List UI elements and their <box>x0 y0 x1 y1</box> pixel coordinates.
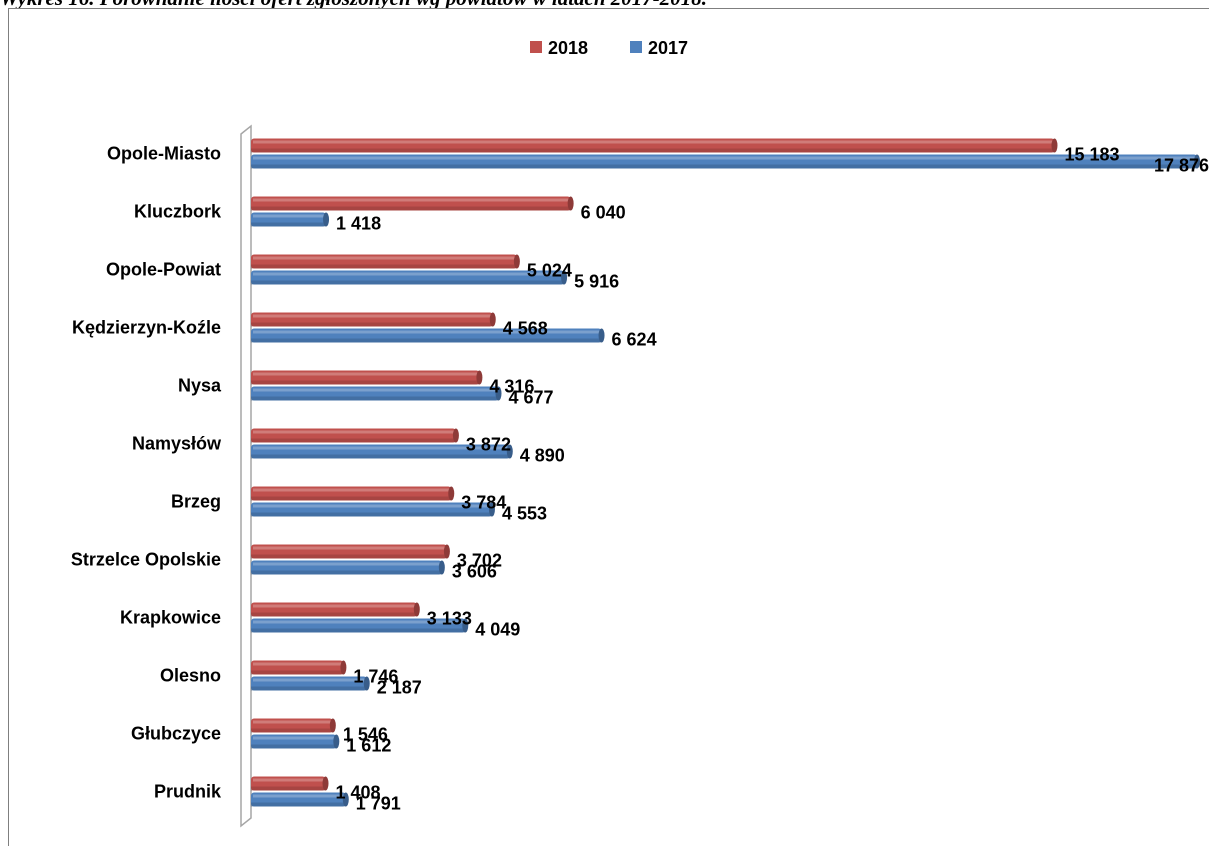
category-label: Głubczyce <box>131 724 221 744</box>
value-label-2018: 3 702 <box>457 551 502 571</box>
value-label-2018: 1 546 <box>343 725 388 745</box>
bar-2017 <box>251 560 445 575</box>
value-label-2018: 4 316 <box>489 377 534 397</box>
category-label: Nysa <box>178 376 222 396</box>
value-label-2018: 3 133 <box>427 609 472 629</box>
legend-swatch-2018 <box>530 41 542 53</box>
value-label-2017: 17 876 <box>1154 156 1209 176</box>
bar-2018 <box>251 428 459 443</box>
category-label: Namysłów <box>132 434 222 454</box>
bar-2018 <box>251 660 347 675</box>
bar-2017 <box>251 444 513 459</box>
chart-frame <box>8 8 1209 846</box>
value-label-2017: 1 791 <box>356 794 401 814</box>
bar-2017 <box>251 270 568 285</box>
value-label-2018: 1 408 <box>336 783 381 803</box>
category-label: Krapkowice <box>120 608 221 628</box>
category-label: Kluczbork <box>134 202 222 222</box>
bar-2017 <box>251 676 370 691</box>
category-label: Kędzierzyn-Koźle <box>72 318 221 338</box>
legend-swatch-2017 <box>630 41 642 53</box>
axis-wall <box>240 124 252 828</box>
category-label: Opole-Miasto <box>107 144 221 164</box>
value-label-2017: 2 187 <box>377 678 422 698</box>
bar-2018 <box>251 776 329 791</box>
legend-label-2018: 2018 <box>548 38 588 58</box>
bar-2017 <box>251 154 1200 169</box>
figure-caption: Wykres 16. Porównanie ilości ofert zgłos… <box>0 0 1209 8</box>
bar-2018 <box>251 718 336 733</box>
bar-2018 <box>251 138 1058 153</box>
category-label: Brzeg <box>171 492 221 512</box>
bar-2018 <box>251 196 574 211</box>
value-label-2018: 4 568 <box>503 319 548 339</box>
bars <box>251 138 1200 807</box>
value-label-2017: 4 049 <box>475 620 520 640</box>
bar-2017 <box>251 328 605 343</box>
bar-2017 <box>251 386 502 401</box>
bar-2018 <box>251 370 483 385</box>
value-label-2018: 3 872 <box>466 435 511 455</box>
value-label-2018: 15 183 <box>1064 145 1119 165</box>
bar-2018 <box>251 602 420 617</box>
legend: 2018 2017 <box>530 38 688 58</box>
category-label: Opole-Powiat <box>106 260 221 280</box>
bar-2017 <box>251 212 330 227</box>
value-label-2017: 6 624 <box>612 330 657 350</box>
bar-2018 <box>251 486 455 501</box>
chart-floor-wall <box>240 124 252 828</box>
legend-label-2017: 2017 <box>648 38 688 58</box>
category-label: Strzelce Opolskie <box>71 550 221 570</box>
category-label: Prudnik <box>154 782 222 802</box>
value-label-2018: 1 746 <box>353 667 398 687</box>
value-label-2018: 6 040 <box>581 203 626 223</box>
bar-2018 <box>251 312 496 327</box>
bar-2018 <box>251 254 520 269</box>
category-labels: Opole-Miasto Kluczbork Opole-Powiat Kędzier… <box>71 144 222 802</box>
value-label-2017: 5 916 <box>574 272 619 292</box>
value-label-2018: 5 024 <box>527 261 572 281</box>
category-label: Olesno <box>160 666 221 686</box>
value-label-2017: 3 606 <box>452 562 497 582</box>
bar-2017 <box>251 734 340 749</box>
bar-2017 <box>251 792 349 807</box>
value-label-2017: 4 553 <box>502 504 547 524</box>
value-label-2017: 4 890 <box>520 446 565 466</box>
bar-2017 <box>251 502 495 517</box>
bar-2017 <box>251 618 469 633</box>
value-label-2018: 3 784 <box>461 493 506 513</box>
value-label-2017: 4 677 <box>509 388 554 408</box>
bar-2018 <box>251 544 450 559</box>
value-label-2017: 1 418 <box>336 214 381 234</box>
value-label-2017: 1 612 <box>346 736 391 756</box>
